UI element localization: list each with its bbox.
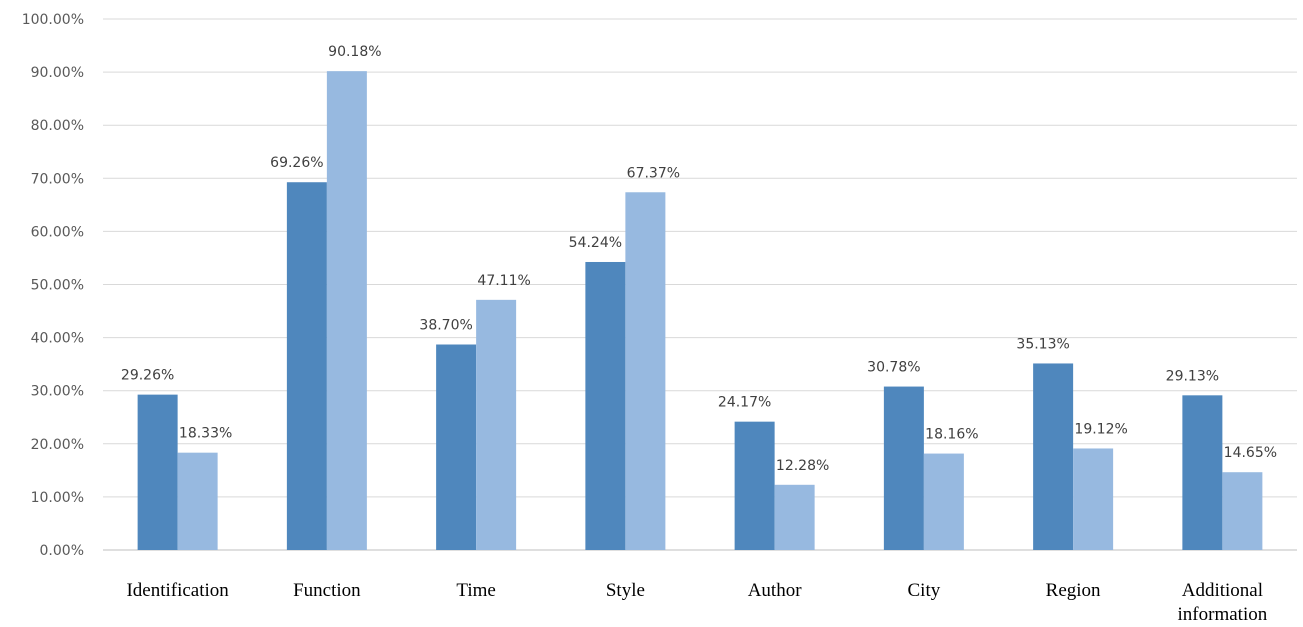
- y-tick-label: 20.00%: [31, 437, 84, 453]
- data-label-series1: 35.13%: [1016, 336, 1069, 352]
- data-label-series1: 29.13%: [1166, 368, 1219, 384]
- data-labels: 29.26% 18.33% 69.26% 90.18% 38.70% 47.11% 54.2…: [121, 44, 1277, 474]
- data-label-series2: 12.28%: [776, 458, 829, 474]
- data-label-series1: 30.78%: [867, 360, 920, 376]
- data-label-series1: 24.17%: [718, 395, 771, 411]
- x-category-label: Additional: [1182, 580, 1263, 601]
- bar-series2: [177, 452, 218, 550]
- bar-series1: [286, 182, 327, 550]
- y-tick-label: 90.00%: [31, 65, 84, 81]
- x-category-label: Function: [293, 580, 361, 601]
- x-category-label: Author: [748, 580, 803, 601]
- y-tick-label: 10.00%: [31, 490, 84, 506]
- bar-series1: [734, 421, 775, 550]
- bar-series1: [1033, 363, 1074, 550]
- data-label-series1: 54.24%: [569, 235, 622, 251]
- bar-series2: [476, 299, 517, 550]
- data-label-series2: 14.65%: [1224, 445, 1277, 461]
- data-label-series1: 38.70%: [419, 318, 472, 334]
- x-category-label: Time: [456, 580, 495, 601]
- data-label-series1: 69.26%: [270, 155, 323, 171]
- data-label-series2: 18.16%: [925, 427, 978, 443]
- y-tick-label: 60.00%: [31, 224, 84, 240]
- bar-series2: [625, 192, 666, 550]
- bars: [137, 71, 1263, 551]
- bar-series2: [1073, 448, 1114, 550]
- x-category-label: Identification: [126, 580, 229, 601]
- x-category-label: information: [1178, 604, 1268, 625]
- bar-series2: [774, 484, 815, 550]
- x-category-label: Style: [606, 580, 645, 601]
- y-axis-tick-labels: 0.00% 10.00% 20.00% 30.00% 40.00% 50.00% 60.00…: [22, 12, 84, 559]
- data-label-series2: 67.37%: [627, 165, 680, 181]
- y-tick-label: 40.00%: [31, 331, 84, 347]
- bar-series1: [436, 344, 477, 550]
- bar-series1: [1182, 395, 1223, 550]
- gridlines: [103, 18, 1297, 551]
- bar-series2: [326, 71, 367, 551]
- y-tick-label: 100.00%: [22, 12, 84, 28]
- y-tick-label: 50.00%: [31, 278, 84, 294]
- x-category-label: Region: [1046, 580, 1101, 601]
- x-category-label: City: [908, 580, 941, 601]
- x-axis-category-labels: Identification Function Time Style Author Cit…: [126, 580, 1267, 625]
- data-label-series2: 19.12%: [1074, 421, 1127, 437]
- y-tick-label: 80.00%: [31, 118, 84, 134]
- bar-series2: [1222, 472, 1263, 550]
- data-label-series2: 47.11%: [477, 273, 530, 289]
- bar-series1: [137, 394, 178, 550]
- y-tick-label: 30.00%: [31, 384, 84, 400]
- data-label-series2: 18.33%: [179, 426, 232, 442]
- bar-series1: [883, 386, 924, 550]
- bar-series1: [585, 261, 626, 550]
- data-label-series2: 90.18%: [328, 44, 381, 60]
- y-tick-label: 0.00%: [40, 543, 84, 559]
- y-tick-label: 70.00%: [31, 171, 84, 187]
- data-label-series1: 29.26%: [121, 368, 174, 384]
- bar-series2: [923, 453, 964, 550]
